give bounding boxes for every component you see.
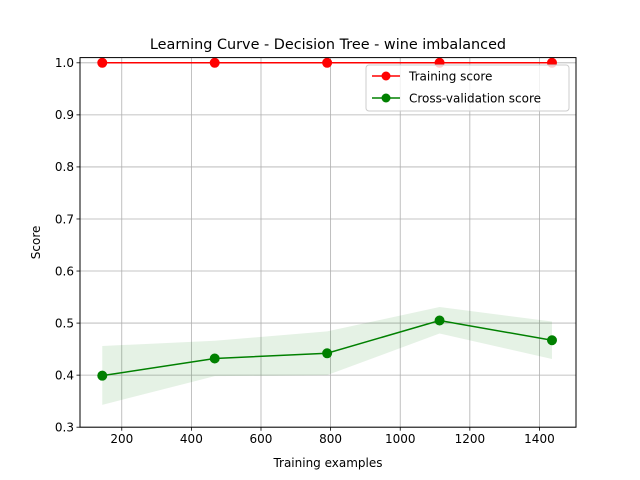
- legend-training-score-marker: [381, 71, 391, 81]
- legend-cross-validation-score-marker: [381, 93, 391, 103]
- cross-validation-score-point: [434, 315, 445, 326]
- y-tick-label: 0.6: [55, 264, 74, 278]
- training-score-point: [97, 57, 108, 68]
- legend: Training score Cross-validation score: [365, 64, 570, 112]
- y-tick-label: 0.8: [55, 160, 74, 174]
- legend-box: [365, 64, 570, 112]
- legend-cross-validation-score-label: Cross-validation score: [409, 92, 541, 106]
- cross-validation-score-point: [322, 348, 333, 359]
- training-score-point: [209, 57, 220, 68]
- y-tick-label: 1.0: [55, 56, 74, 70]
- x-tick-label: 600: [250, 432, 273, 446]
- legend-training-score-label: Training score: [408, 70, 492, 84]
- x-tick-label: 1400: [524, 432, 555, 446]
- y-tick-label: 0.4: [55, 368, 74, 382]
- x-tick-label: 1000: [385, 432, 416, 446]
- y-tick-label: 0.3: [55, 421, 74, 435]
- y-axis-label: Score: [29, 226, 43, 260]
- plot-frame: [79, 57, 577, 428]
- x-tick-label: 800: [319, 432, 342, 446]
- cross-validation-score-point: [209, 353, 220, 364]
- cross-validation-score-point: [546, 335, 557, 346]
- cross-validation-score-point: [97, 370, 108, 381]
- y-tick-label: 0.5: [55, 316, 74, 330]
- x-tick-label: 400: [180, 432, 203, 446]
- x-tick-label: 1200: [455, 432, 486, 446]
- x-tick-label: 200: [110, 432, 133, 446]
- tick-layer: 200 400 600 800 1000 1200 1400 0.3 0.4 0.5 0.6 0.7 0…: [55, 56, 555, 446]
- chart-title: Learning Curve - Decision Tree - wine im…: [150, 37, 506, 53]
- y-tick-label: 0.7: [55, 212, 74, 226]
- y-tick-label: 0.9: [55, 108, 74, 122]
- grid-layer: [80, 57, 576, 428]
- x-axis-label: Training examples: [272, 456, 382, 470]
- training-score-point: [322, 57, 333, 68]
- series-points: [97, 57, 557, 381]
